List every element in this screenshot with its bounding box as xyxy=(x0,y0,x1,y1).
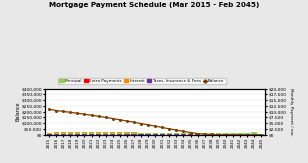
Bar xyxy=(103,134,108,135)
Bar xyxy=(110,133,116,134)
Bar xyxy=(61,133,66,134)
Bar xyxy=(223,133,229,135)
Bar xyxy=(245,133,250,135)
Bar xyxy=(89,133,94,134)
Bar xyxy=(188,133,193,134)
Y-axis label: Balance: Balance xyxy=(15,102,20,121)
Bar xyxy=(145,134,151,135)
Bar xyxy=(131,133,137,134)
Bar xyxy=(96,133,101,134)
Bar xyxy=(252,133,257,135)
Bar xyxy=(230,133,236,135)
Bar xyxy=(75,134,80,135)
Bar xyxy=(188,134,193,135)
Bar xyxy=(82,133,87,134)
Bar xyxy=(61,134,66,135)
Bar xyxy=(47,134,52,135)
Bar xyxy=(96,134,101,135)
Bar xyxy=(68,133,73,134)
Text: Mortgage Payment Schedule (Mar 2015 - Feb 2045): Mortgage Payment Schedule (Mar 2015 - Fe… xyxy=(49,2,259,8)
Bar xyxy=(103,133,108,134)
Bar xyxy=(110,134,116,135)
Bar xyxy=(152,133,158,134)
Bar xyxy=(54,133,59,134)
Bar xyxy=(82,134,87,135)
Bar xyxy=(195,134,200,135)
Bar xyxy=(117,133,123,134)
Bar xyxy=(181,134,186,135)
Bar xyxy=(68,134,73,135)
Bar xyxy=(195,133,200,134)
Bar xyxy=(167,133,172,134)
Bar xyxy=(152,134,158,135)
Bar xyxy=(138,134,144,135)
Bar xyxy=(167,134,172,135)
Legend: Principal, Extra Payments, Interest, Taxes, Insurance & Fees, Balance: Principal, Extra Payments, Interest, Tax… xyxy=(58,78,226,84)
Bar xyxy=(89,134,94,135)
Bar xyxy=(131,134,137,135)
Bar xyxy=(138,133,144,134)
Bar xyxy=(209,133,214,135)
Bar xyxy=(54,134,59,135)
Bar xyxy=(202,133,207,134)
Bar xyxy=(145,133,151,134)
Bar xyxy=(237,133,243,135)
Bar xyxy=(174,134,179,135)
Bar xyxy=(124,133,130,134)
Y-axis label: Monthly Payment / mo.: Monthly Payment / mo. xyxy=(289,88,293,135)
Bar xyxy=(181,133,186,134)
Bar xyxy=(258,134,264,135)
Bar xyxy=(202,134,207,135)
Bar xyxy=(75,133,80,134)
Bar xyxy=(47,133,52,134)
Bar xyxy=(117,134,123,135)
Bar xyxy=(160,134,165,135)
Bar xyxy=(124,134,130,135)
Bar xyxy=(160,133,165,134)
Bar xyxy=(174,133,179,134)
Bar xyxy=(216,133,221,135)
